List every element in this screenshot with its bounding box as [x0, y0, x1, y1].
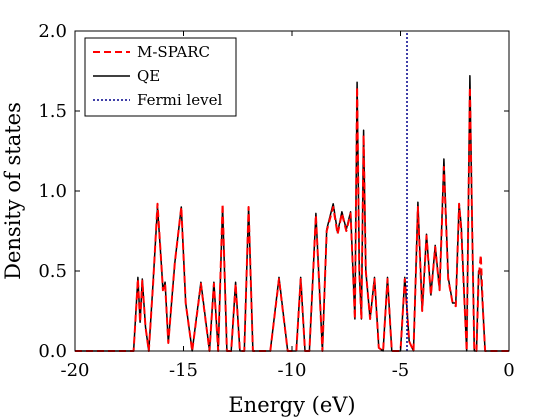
plot-area [75, 31, 509, 352]
x-tick-label: -20 [61, 360, 90, 381]
y-axis-title: Density of states [1, 102, 25, 280]
y-tick-label: 1.0 [38, 181, 67, 202]
x-tick-label: -10 [278, 360, 307, 381]
x-axis-title: Energy (eV) [228, 393, 355, 417]
legend-label: Fermi level [137, 91, 222, 109]
series-line-m-sparc [75, 86, 509, 352]
x-tick-label: -5 [392, 360, 410, 381]
legend: M-SPARC QE Fermi level [84, 37, 237, 117]
legend-label: QE [137, 67, 160, 85]
y-tick-label: 1.5 [38, 101, 67, 122]
y-tick-label: 0.0 [38, 341, 67, 362]
y-tick-label: 2.0 [38, 21, 67, 42]
legend-label: M-SPARC [137, 43, 210, 61]
x-tick-label: 0 [503, 360, 514, 381]
axis-ticks: -20 -15 -10 -5 0 0.0 0.5 1.0 1.5 2.0 [38, 21, 514, 381]
x-tick-label: -15 [169, 360, 198, 381]
y-tick-label: 0.5 [38, 261, 67, 282]
